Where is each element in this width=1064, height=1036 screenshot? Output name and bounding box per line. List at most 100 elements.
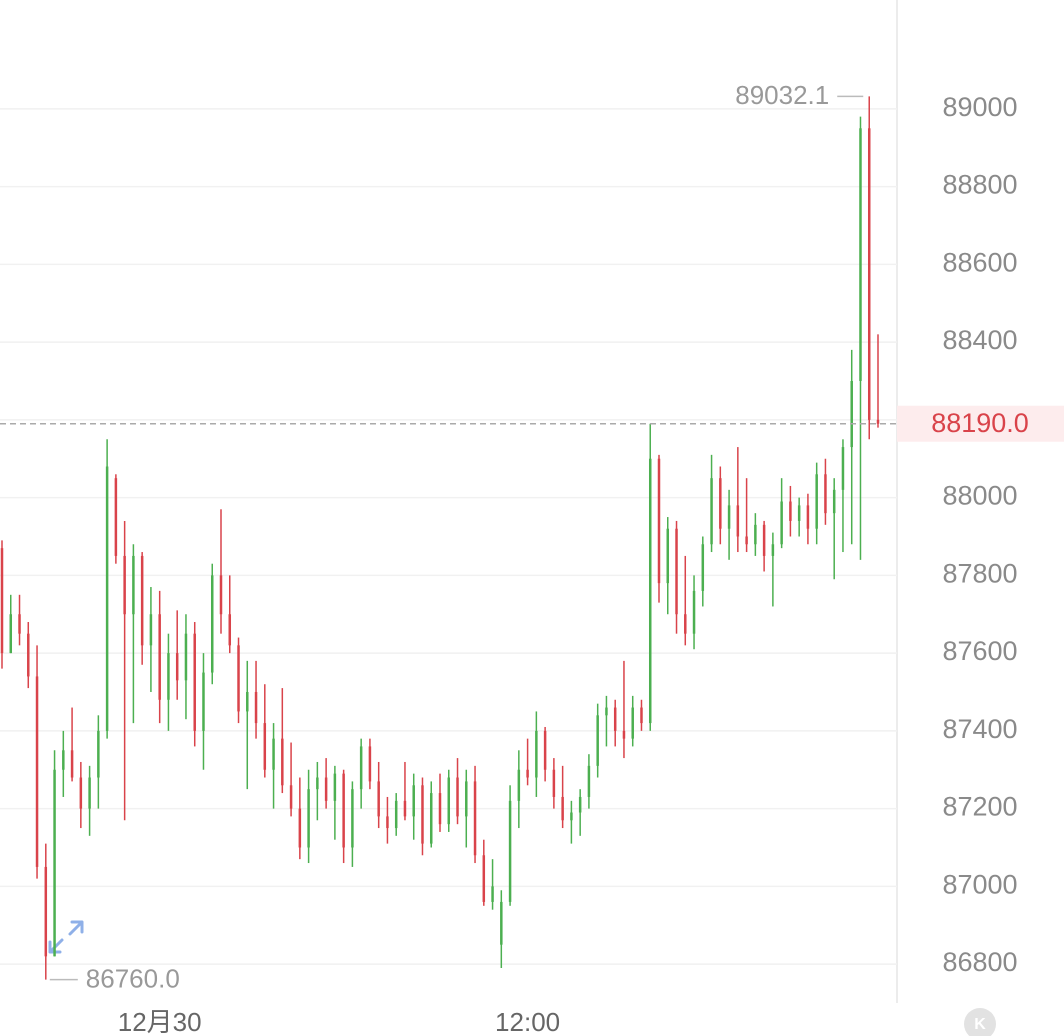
candle-body: [640, 707, 643, 724]
candle-body: [552, 769, 556, 797]
candle-body: [281, 738, 284, 786]
candle-body: [719, 478, 722, 529]
candle-body: [867, 128, 871, 420]
candle-body: [316, 777, 319, 790]
candle-body: [254, 691, 258, 724]
last-price-label: 88190.0: [931, 408, 1029, 438]
candle-body: [88, 777, 91, 809]
candle-body: [0, 548, 4, 654]
candle-body: [114, 478, 118, 556]
candle-body: [771, 544, 775, 556]
x-tick-label: 12:00: [495, 1007, 560, 1036]
kline-button[interactable]: [964, 1008, 996, 1036]
y-tick-label: 88800: [942, 170, 1017, 200]
expand-icon[interactable]: [48, 920, 84, 954]
candle-body: [596, 715, 599, 766]
candle-body: [246, 691, 249, 712]
candle-body: [832, 489, 836, 514]
candle-body: [386, 816, 389, 829]
low-marker-label: 86760.0: [86, 964, 180, 994]
candle-body: [79, 777, 83, 809]
candle-body: [333, 773, 337, 801]
candle-body: [491, 886, 494, 902]
candle-body: [70, 750, 74, 778]
candle-body: [876, 419, 880, 424]
y-tick-label: 89000: [942, 92, 1017, 122]
candle-body: [272, 738, 275, 770]
candle-body: [762, 524, 766, 556]
candle-body: [815, 474, 818, 529]
candle-body: [149, 614, 153, 646]
candle-body: [324, 777, 328, 801]
candle-body: [421, 785, 424, 844]
candle-body: [508, 800, 512, 902]
candle-body: [745, 536, 748, 545]
candle-body: [666, 528, 670, 584]
candle-body: [351, 789, 354, 848]
candle-body: [9, 614, 13, 654]
candle-body: [105, 466, 109, 731]
candle-body: [631, 707, 634, 739]
candle-body: [736, 505, 740, 537]
candle-body: [561, 796, 564, 821]
candle-body: [692, 590, 696, 634]
candle-body: [675, 528, 678, 615]
candle-body: [263, 723, 267, 770]
candle-body: [657, 458, 661, 584]
candle-body: [394, 800, 398, 829]
expand-arrow: [68, 920, 84, 936]
y-tick-label: 87600: [942, 636, 1017, 666]
candle-body: [403, 800, 407, 817]
candle-body: [543, 730, 547, 770]
candle-body: [613, 707, 617, 731]
candle-body: [167, 653, 170, 700]
y-tick-label: 86800: [942, 947, 1017, 977]
candle-body: [806, 505, 810, 529]
candle-body: [27, 633, 30, 677]
candle-body: [535, 730, 538, 778]
candle-body: [219, 575, 223, 615]
candle-body: [500, 901, 503, 945]
candle-body: [377, 781, 380, 817]
candle-body: [123, 555, 126, 615]
candle-body: [298, 808, 302, 848]
candle-body: [850, 380, 853, 448]
candle-body: [727, 505, 731, 529]
candle-body: [210, 575, 214, 673]
candle-body: [307, 789, 310, 848]
candle-body: [237, 645, 240, 712]
candle-body: [429, 793, 433, 844]
candle-body: [18, 614, 21, 634]
x-tick-label: 12月30: [118, 1007, 202, 1036]
candle-body: [447, 777, 451, 825]
last-price-box: [897, 405, 1064, 442]
candle-body: [62, 750, 65, 770]
candle-body: [193, 633, 196, 731]
y-tick-label: 87000: [942, 869, 1017, 899]
y-tick-label: 87200: [942, 792, 1017, 822]
candle-body: [517, 769, 521, 801]
candle-body: [754, 524, 757, 545]
candle-body: [789, 501, 792, 521]
y-tick-label: 88000: [942, 481, 1017, 511]
high-marker-label: 89032.1: [735, 80, 829, 110]
y-tick-label: 88600: [942, 247, 1017, 277]
candle-body: [684, 614, 687, 634]
candle-body: [97, 730, 100, 778]
candle-body: [289, 785, 293, 809]
candle-body: [587, 765, 591, 797]
candle-body: [184, 633, 188, 681]
kline-button-label[interactable]: K: [974, 1016, 986, 1033]
candle-body: [570, 812, 573, 821]
candle-body: [648, 458, 652, 724]
y-tick-label: 87400: [942, 714, 1017, 744]
candle-body: [359, 746, 363, 790]
candle-body: [526, 769, 529, 778]
candle-body: [175, 653, 179, 681]
y-tick-label: 87800: [942, 558, 1017, 588]
candle-body: [35, 676, 39, 867]
candle-body: [438, 793, 442, 825]
candle-body: [622, 730, 626, 739]
candle-body: [578, 796, 582, 813]
